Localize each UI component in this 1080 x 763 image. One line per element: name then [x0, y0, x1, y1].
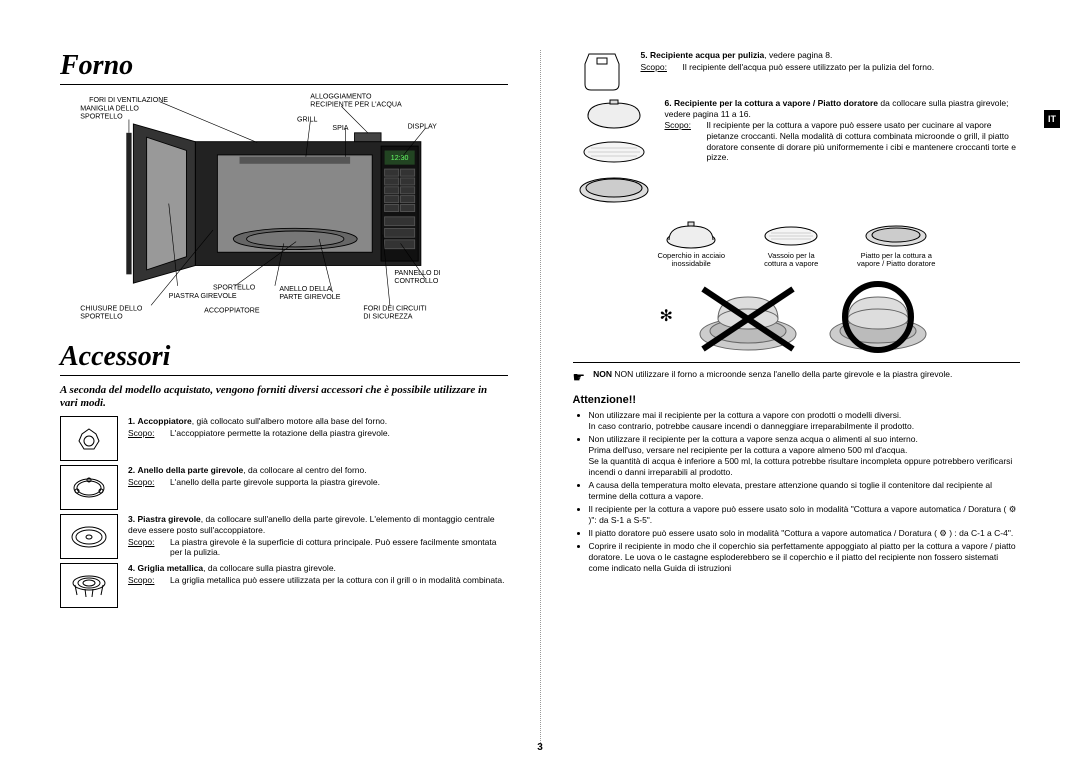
pointer-icon: ☛	[573, 369, 586, 386]
list-item: Il recipiente per la cottura a vapore pu…	[589, 504, 1021, 526]
list-item: Non utilizzare il recipiente per la cott…	[589, 434, 1021, 478]
usage-wrong	[693, 279, 803, 354]
attention-list: Non utilizzare mai il recipiente per la …	[573, 410, 1021, 577]
accessory-thumb-rack	[60, 563, 118, 608]
label-light: SPIA	[332, 125, 348, 132]
non-warning-text: NON utilizzare il forno a microonde senz…	[614, 369, 952, 379]
svg-text:12:30: 12:30	[391, 155, 409, 162]
accessory-row: 2. Anello della parte girevole, da collo…	[60, 465, 508, 510]
accessory-thumb-coupler	[60, 416, 118, 461]
attention-heading: Attenzione!!	[573, 394, 1021, 406]
label-door-latches: CHIUSURE DELLO SPORTELLO	[80, 305, 177, 321]
list-item: Non utilizzare mai il recipiente per la …	[589, 410, 1021, 432]
accessory-thumb-water	[573, 50, 631, 94]
label-coupler: ACCOPPIATORE	[204, 307, 260, 314]
left-column: Forno 12:30	[60, 50, 508, 743]
column-divider	[540, 50, 541, 743]
accessory-text: 5. Recipiente acqua per pulizia, vedere …	[641, 50, 1021, 94]
label-turntable: PIASTRA GIREVOLE	[169, 293, 237, 300]
accessory-text: 2. Anello della parte girevole, da collo…	[128, 465, 508, 510]
label-control-panel: PANNELLO DI CONTROLLO	[394, 270, 474, 286]
accessory-text: 6. Recipiente per la cottura a vapore / …	[665, 98, 1021, 210]
accessory-thumb-steamer	[573, 98, 655, 210]
accessory-row: 5. Recipiente acqua per pulizia, vedere …	[573, 50, 1021, 94]
accessory-row: 6. Recipiente per la cottura a vapore / …	[573, 98, 1021, 210]
page-number: 3	[537, 742, 543, 753]
accessory-thumb-ring	[60, 465, 118, 510]
steamer-parts-row: Coperchio in acciaio inossidabile Vassoi…	[573, 218, 1021, 269]
right-column: 5. Recipiente acqua per pulizia, vedere …	[573, 50, 1021, 743]
label-interlock: FORI DEI CIRCUITI DI SICUREZZA	[363, 305, 469, 321]
label-display: DISPLAY	[408, 123, 438, 130]
caption-tray: Vassoio per la cottura a vapore	[751, 252, 831, 269]
usage-diagram: ✻	[573, 279, 1021, 354]
label-grill: GRILL	[297, 116, 317, 123]
language-tab: IT	[1044, 110, 1060, 128]
accessory-text: 4. Griglia metallica, da collocare sulla…	[128, 563, 508, 608]
list-item: Coprire il recipiente in modo che il cop…	[589, 541, 1021, 574]
snowflake-icon: ✻	[660, 306, 673, 326]
accessories-intro: A seconda del modello acquistato, vengon…	[60, 384, 508, 410]
accessory-row: 1. Accoppiatore, già collocato sull'albe…	[60, 416, 508, 461]
oven-diagram: 12:30	[60, 93, 508, 323]
accessory-thumb-turntable	[60, 514, 118, 559]
list-item: Il piatto doratore può essere usato solo…	[589, 528, 1021, 539]
label-water-housing: ALLOGGIAMENTO RECIPIENTE PER L'ACQUA	[310, 93, 434, 109]
caption-lid: Coperchio in acciaio inossidabile	[651, 252, 731, 269]
label-ventilation: FORI DI VENTILAZIONE	[89, 97, 168, 104]
caption-plate: Piatto per la cottura a vapore / Piatto …	[851, 252, 941, 269]
label-door-handle: MANIGLIA DELLO SPORTELLO	[80, 105, 177, 121]
list-item: A causa della temperatura molto elevata,…	[589, 480, 1021, 502]
part-lid: Coperchio in acciaio inossidabile	[651, 218, 731, 269]
forno-heading: Forno	[60, 50, 508, 85]
accessori-heading: Accessori	[60, 341, 508, 376]
part-plate: Piatto per la cottura a vapore / Piatto …	[851, 218, 941, 269]
accessory-text: 3. Piastra girevole, da collocare sull'a…	[128, 514, 508, 559]
usage-correct	[823, 279, 933, 354]
part-tray: Vassoio per la cottura a vapore	[751, 218, 831, 269]
label-ring: ANELLO DELLA PARTE GIREVOLE	[279, 286, 367, 302]
accessory-row: 4. Griglia metallica, da collocare sulla…	[60, 563, 508, 608]
page-layout: Forno 12:30	[60, 50, 1020, 743]
accessory-text: 1. Accoppiatore, già collocato sull'albe…	[128, 416, 508, 461]
non-warning: ☛ NON NON utilizzare il forno a microond…	[573, 362, 1021, 386]
label-door: SPORTELLO	[213, 284, 256, 291]
accessory-row: 3. Piastra girevole, da collocare sull'a…	[60, 514, 508, 559]
